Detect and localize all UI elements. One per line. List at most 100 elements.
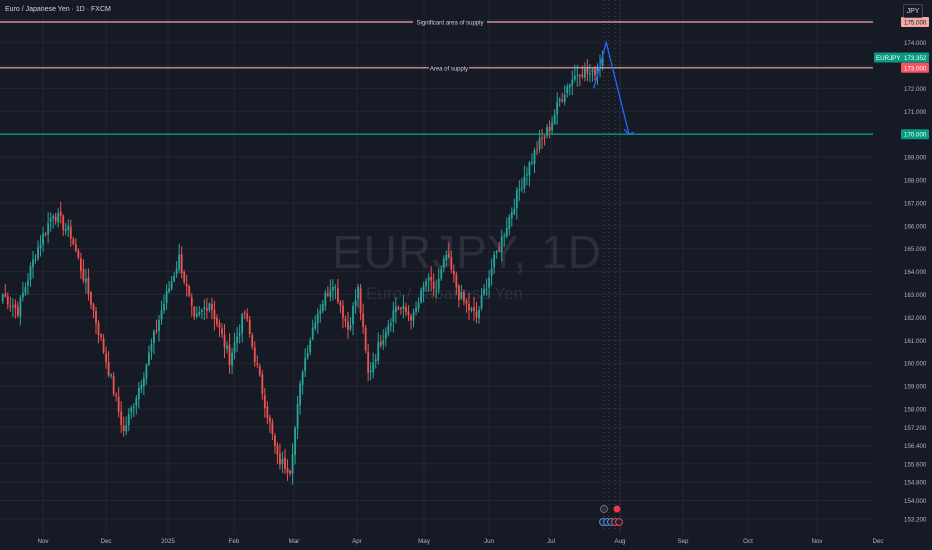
candle-body — [546, 127, 548, 137]
candle-body — [389, 323, 392, 326]
candle — [112, 371, 115, 397]
candle — [299, 380, 302, 415]
time-tick-label: Oct — [743, 538, 753, 545]
candle — [382, 329, 385, 350]
candle-body — [369, 370, 372, 372]
candle-body — [470, 308, 473, 311]
candle-body — [97, 322, 100, 336]
candle — [551, 116, 554, 135]
candle-body — [218, 323, 221, 328]
candle — [437, 268, 440, 294]
candle — [541, 128, 543, 150]
candle — [389, 317, 392, 332]
candle — [566, 83, 569, 98]
candle-body — [463, 291, 465, 302]
candle — [216, 314, 218, 328]
candle — [54, 212, 57, 225]
candle-body — [468, 304, 470, 311]
candle — [339, 299, 342, 314]
candle — [148, 345, 150, 367]
symbol-header[interactable]: Euro / Japanese Yen · 1D · FXCM — [5, 6, 111, 13]
candle-body — [495, 251, 498, 253]
event-icon — [615, 518, 623, 526]
candle-body — [79, 258, 82, 271]
candle-body — [480, 295, 483, 309]
candle-body — [354, 300, 357, 306]
price-tick-label: 165.000 — [904, 246, 927, 253]
candle — [344, 315, 347, 328]
candle — [87, 268, 90, 301]
candle-body — [150, 343, 153, 352]
candle-body — [500, 236, 503, 253]
candle-body — [233, 342, 236, 353]
candle-body — [445, 254, 448, 260]
candle-body — [508, 216, 511, 229]
candle — [483, 284, 485, 296]
time-tick-label: 2025 — [161, 538, 175, 545]
candle — [374, 353, 377, 369]
candle — [589, 63, 591, 83]
candle — [251, 332, 254, 350]
candle-body — [435, 289, 438, 291]
candle-body — [586, 67, 589, 74]
candle — [178, 243, 181, 274]
candle — [107, 351, 110, 378]
candle-body — [276, 445, 279, 455]
candle-body — [326, 293, 329, 296]
candle — [170, 276, 173, 291]
time-tick-label: Jun — [484, 538, 495, 545]
candle — [402, 294, 405, 319]
candle — [268, 414, 271, 433]
candle — [153, 329, 155, 355]
candle-body — [195, 313, 198, 317]
candle-body — [29, 266, 32, 280]
candle — [92, 302, 95, 319]
candle — [90, 290, 92, 310]
candle-body — [541, 137, 543, 139]
candle — [518, 180, 521, 202]
candle — [150, 338, 153, 360]
candle-body — [339, 302, 342, 306]
candle — [415, 301, 417, 316]
candle-body — [374, 359, 377, 362]
candle-body — [432, 281, 435, 289]
candle-body — [364, 327, 367, 351]
candle-body — [37, 247, 39, 259]
candle — [568, 83, 571, 96]
candle — [140, 379, 143, 394]
currency-button[interactable]: JPY — [903, 4, 923, 18]
candle — [193, 305, 196, 321]
candle-body — [551, 122, 554, 131]
last-symbol-bg — [874, 52, 901, 63]
candle-body — [531, 162, 533, 164]
candle — [337, 278, 339, 304]
candle-body — [44, 233, 47, 235]
candle — [306, 345, 309, 360]
candle — [420, 287, 422, 304]
candle-body — [415, 307, 417, 312]
price-tick-label: 154.800 — [904, 480, 927, 487]
candle-body — [379, 341, 382, 346]
candle — [513, 198, 516, 216]
candle-body — [291, 454, 294, 474]
candle-body — [223, 334, 226, 348]
candle-body — [316, 313, 319, 324]
candle — [412, 308, 415, 328]
candle — [342, 299, 344, 329]
candle-body — [122, 425, 125, 431]
price-axis: 153.200 154.000 154.800 155.600 156.400 157.2… — [904, 17, 927, 523]
candle — [44, 231, 47, 237]
candle — [117, 387, 120, 418]
candle-body — [110, 374, 113, 376]
candle-body — [100, 334, 102, 338]
candle — [510, 207, 513, 227]
candle-body — [165, 291, 168, 303]
candle — [311, 319, 314, 341]
candle — [457, 283, 460, 308]
candle-body — [384, 332, 387, 339]
candle-body — [216, 317, 218, 325]
candle-body — [485, 288, 488, 290]
price-tick-label: 157.200 — [904, 425, 927, 432]
candle-body — [324, 292, 327, 306]
